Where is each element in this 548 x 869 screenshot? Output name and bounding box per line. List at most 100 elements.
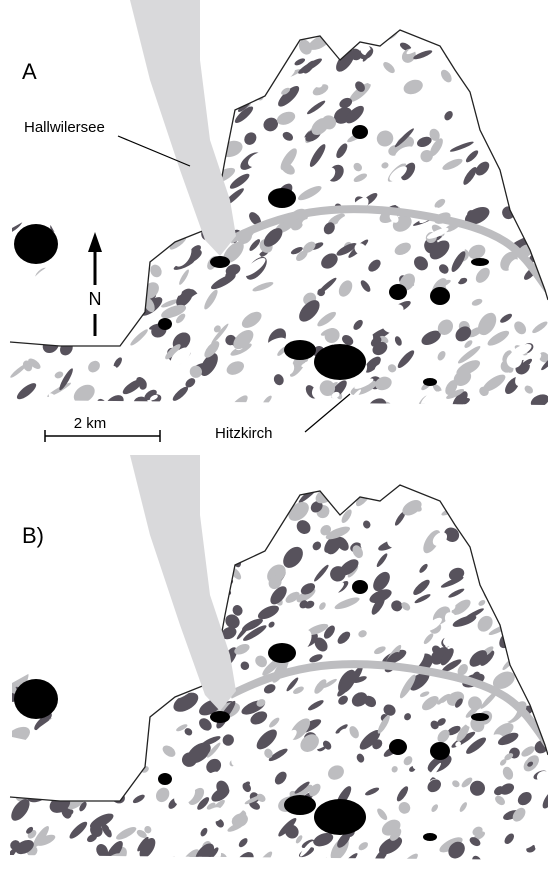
land-use-patch	[144, 164, 173, 187]
land-use-patch	[484, 486, 507, 510]
land-use-patch	[511, 201, 526, 215]
land-use-patch	[79, 185, 89, 194]
land-use-patch	[240, 521, 259, 533]
land-use-patch	[529, 66, 544, 79]
land-use-patch	[509, 571, 535, 587]
land-use-patch	[237, 519, 260, 540]
land-use-patch	[55, 36, 80, 61]
settlement	[268, 643, 296, 663]
land-use-patch	[106, 631, 125, 650]
land-use-patch	[69, 95, 89, 115]
land-use-patch	[509, 647, 533, 669]
land-use-patch	[107, 739, 133, 761]
land-use-patch	[69, 567, 96, 582]
land-use-patch	[207, 34, 227, 51]
land-use-patch	[481, 46, 501, 60]
land-use-patch	[211, 25, 230, 45]
land-use-patch	[215, 25, 236, 47]
land-use-patch	[28, 161, 49, 181]
land-use-patch	[113, 295, 126, 305]
land-use-patch	[205, 67, 228, 89]
land-use-patch	[16, 496, 36, 517]
land-use-patch	[145, 638, 163, 658]
land-use-patch	[41, 763, 67, 787]
land-use-patch	[213, 557, 231, 575]
land-use-patch	[0, 292, 24, 312]
land-use-patch	[114, 214, 129, 228]
land-use-patch	[18, 102, 33, 113]
land-use-patch	[243, 71, 261, 86]
land-use-patch	[45, 187, 71, 215]
land-use-patch	[42, 580, 60, 596]
land-use-patch	[501, 570, 526, 595]
land-use-patch	[35, 98, 52, 112]
land-use-patch	[127, 489, 140, 501]
land-use-patch	[8, 207, 20, 218]
land-use-patch	[149, 203, 175, 226]
land-use-patch	[472, 48, 492, 67]
land-use-patch	[533, 224, 548, 246]
land-use-patch	[143, 695, 160, 713]
land-use-patch	[144, 620, 163, 639]
land-use-patch	[453, 488, 462, 495]
land-use-patch	[14, 196, 31, 216]
land-use-patch	[93, 674, 120, 693]
land-use-patch	[26, 620, 49, 638]
panel-a	[0, 0, 548, 421]
land-use-patch	[124, 26, 133, 35]
land-use-patch	[497, 507, 510, 520]
land-use-patch	[28, 645, 48, 658]
panel-b	[0, 455, 548, 869]
land-use-patch	[59, 740, 72, 750]
land-use-patch	[22, 650, 38, 665]
settlement	[158, 318, 172, 330]
land-use-patch	[70, 722, 87, 740]
land-use-patch	[204, 23, 230, 49]
land-use-patch	[81, 56, 94, 69]
land-use-patch	[144, 624, 165, 646]
land-use-patch	[536, 245, 548, 268]
land-use-patch	[519, 51, 546, 76]
land-use-patch	[78, 680, 99, 698]
land-use-patch	[143, 599, 156, 612]
settlement	[268, 188, 296, 208]
settlement	[423, 833, 437, 841]
land-use-patch	[240, 59, 264, 84]
land-use-patch	[118, 520, 140, 548]
land-use-patch	[85, 628, 104, 648]
land-use-patch	[40, 605, 64, 623]
land-use-patch	[141, 689, 164, 709]
land-use-patch	[39, 137, 56, 151]
land-use-patch	[166, 636, 186, 654]
land-use-patch	[470, 502, 487, 523]
land-use-patch	[35, 784, 46, 794]
scale-label: 2 km	[74, 415, 107, 432]
land-use-patch	[91, 531, 116, 559]
land-use-patch	[514, 593, 538, 619]
land-use-patch	[126, 311, 136, 322]
land-use-patch	[80, 197, 88, 205]
land-use-patch	[69, 44, 86, 62]
land-use-patch	[533, 631, 543, 640]
land-use-patch	[56, 492, 66, 503]
land-use-patch	[125, 502, 141, 525]
land-use-patch	[55, 143, 76, 166]
settlement	[430, 742, 450, 760]
land-use-patch	[28, 746, 42, 762]
land-use-patch	[69, 790, 83, 800]
land-use-patch	[45, 529, 66, 552]
land-use-patch	[211, 107, 232, 129]
land-use-patch	[15, 613, 37, 631]
land-use-patch	[85, 745, 110, 769]
land-use-patch	[12, 549, 31, 569]
land-use-patch	[42, 76, 61, 96]
land-use-patch	[484, 81, 505, 108]
land-use-patch	[481, 97, 511, 124]
land-use-patch	[114, 115, 141, 138]
land-use-patch	[22, 28, 43, 49]
land-use-patch	[34, 488, 59, 508]
land-use-patch	[81, 781, 94, 796]
land-use-patch	[86, 175, 110, 198]
land-use-patch	[139, 583, 165, 608]
land-use-patch	[512, 515, 539, 530]
